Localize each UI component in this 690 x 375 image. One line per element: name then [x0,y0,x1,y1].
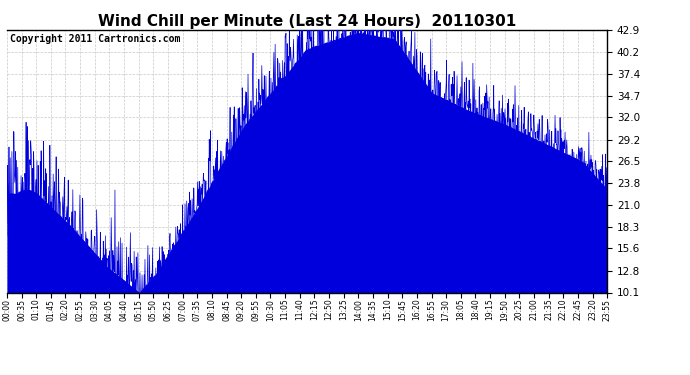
Text: Copyright 2011 Cartronics.com: Copyright 2011 Cartronics.com [10,34,180,44]
Title: Wind Chill per Minute (Last 24 Hours)  20110301: Wind Chill per Minute (Last 24 Hours) 20… [98,14,516,29]
